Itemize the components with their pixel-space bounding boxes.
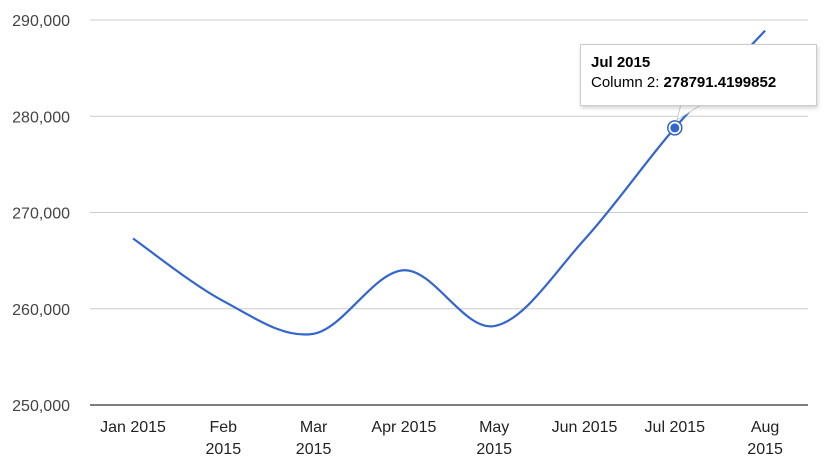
tooltip-title: Jul 2015 [591, 54, 651, 71]
y-tick-label: 290,000 [12, 13, 70, 30]
tooltip-value: 278791.4199852 [663, 74, 777, 91]
x-tick-label: Jul 2015 [645, 419, 706, 436]
x-tick-label: Jan 2015 [100, 419, 166, 436]
x-tick-label: May 2015 [476, 419, 512, 458]
tooltip: Jul 2015 Column 2: 278791.4199852 [580, 44, 817, 106]
x-tick-label: Apr 2015 [371, 419, 436, 436]
x-tick-label: Feb 2015 [206, 419, 242, 458]
y-tick-label: 260,000 [12, 302, 70, 319]
highlight-point[interactable] [670, 123, 680, 133]
x-axis-ticks: Jan 2015 Feb 2015 Mar 2015 Apr 2015 May 2015 Jun… [100, 419, 783, 458]
y-axis-ticks: 250,000 260,000 270,000 280,000 290,000 [12, 13, 70, 415]
x-tick-label: Mar 2015 [296, 419, 332, 458]
tooltip-row: Column 2: 278791.4199852 [591, 72, 806, 94]
y-tick-label: 270,000 [12, 206, 70, 223]
tooltip-pointer [675, 104, 702, 121]
data-points [667, 120, 683, 136]
y-tick-label: 280,000 [12, 109, 70, 126]
x-tick-label: Aug 2015 [747, 419, 783, 458]
tooltip-series-label: Column 2: [591, 74, 660, 91]
gridlines [90, 19, 808, 406]
series-line-column-2 [132, 29, 766, 336]
x-tick-label: Jun 2015 [552, 419, 618, 436]
y-tick-label: 250,000 [12, 398, 70, 415]
